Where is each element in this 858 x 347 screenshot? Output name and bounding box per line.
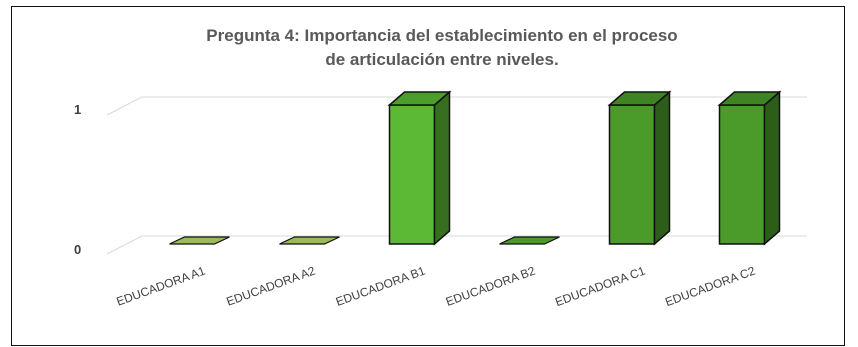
- y-tick-label-1: 1: [74, 102, 81, 117]
- bar-top-4: [607, 91, 672, 106]
- chart-svg: Pregunta 4: Importancia del establecimie…: [74, 26, 807, 310]
- x-tick-label-1: EDUCADORA A2: [224, 264, 317, 309]
- bar-flat-3: [499, 236, 560, 245]
- chart-title-line-2: de articulación entre niveles.: [325, 50, 558, 69]
- bar-c1: [607, 90, 672, 246]
- bar-a1: [169, 236, 230, 245]
- bar-b2: [499, 236, 560, 245]
- bar-flat-0: [169, 236, 230, 245]
- y-tick-label-0: 0: [74, 242, 81, 257]
- bar-side-5: [763, 90, 781, 246]
- gridline-0: [106, 235, 807, 255]
- gridline-1: [106, 96, 807, 116]
- x-axis-ticks: EDUCADORA A1 EDUCADORA A2 EDUCADORA B1 EDUC…: [114, 264, 757, 310]
- bar-a2: [279, 236, 340, 245]
- chart-title-line-1: Pregunta 4: Importancia del establecimie…: [206, 26, 677, 45]
- bar-flat-1: [279, 236, 340, 245]
- x-tick-label-3: EDUCADORA B2: [444, 264, 537, 309]
- bar-b1: [387, 90, 452, 246]
- x-tick-label-5: EDUCADORA C2: [663, 264, 757, 310]
- bar-layer: [169, 90, 782, 246]
- bar-side-2: [433, 90, 451, 246]
- grid-layer: [106, 96, 807, 255]
- x-tick-label-2: EDUCADORA B1: [334, 264, 427, 309]
- x-tick-label-0: EDUCADORA A1: [114, 264, 207, 309]
- bar-top-5: [717, 91, 782, 106]
- bar-top-2: [387, 91, 452, 106]
- chart-frame: Pregunta 4: Importancia del establecimie…: [11, 6, 845, 346]
- y-axis-ticks: 0 1: [74, 102, 81, 257]
- bar-side-4: [653, 90, 671, 246]
- bar-front-5: [718, 104, 766, 245]
- bar-c2: [717, 90, 782, 246]
- x-tick-label-4: EDUCADORA C1: [553, 264, 647, 310]
- bar-front-4: [608, 104, 656, 245]
- bar-front-2: [388, 104, 436, 245]
